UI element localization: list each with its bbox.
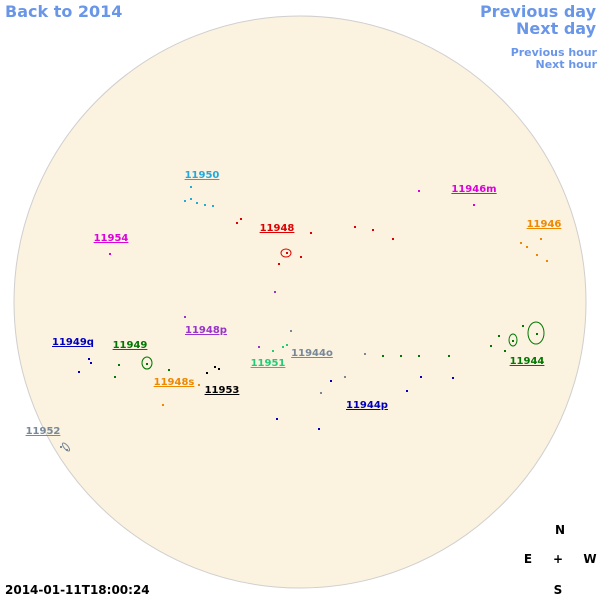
sunspot — [168, 369, 170, 371]
sunspot — [512, 340, 514, 342]
region-label[interactable]: 11948p — [185, 325, 227, 336]
sunspot — [392, 238, 394, 240]
sunspot — [88, 358, 90, 360]
sunspot — [282, 346, 284, 348]
spot-contour — [280, 248, 292, 258]
sunspot — [400, 355, 402, 357]
sunspot — [286, 252, 288, 254]
sunspot — [272, 350, 274, 352]
spot-contour — [527, 321, 545, 345]
sunspot — [204, 204, 206, 206]
sunspot — [240, 218, 242, 220]
sunspot — [320, 392, 322, 394]
sunspot — [290, 330, 292, 332]
region-label[interactable]: 11954 — [94, 233, 129, 244]
sunspot — [184, 316, 186, 318]
sunspot — [546, 260, 548, 262]
sunspot — [473, 204, 475, 206]
region-label[interactable]: 11950 — [185, 170, 220, 181]
spot-contour — [61, 442, 71, 452]
sunspot — [212, 205, 214, 207]
sunspot — [60, 446, 62, 448]
compass-west: W — [583, 552, 596, 566]
compass-north: N — [555, 523, 565, 537]
spot-contour — [508, 333, 518, 347]
sunspot — [536, 333, 538, 335]
sunspot — [504, 350, 506, 352]
sunspot — [522, 325, 524, 327]
sunspot — [526, 246, 528, 248]
region-label[interactable]: 11944 — [510, 356, 545, 367]
sunspot — [364, 353, 366, 355]
sunspot — [90, 362, 92, 364]
timestamp: 2014-01-11T18:00:24 — [5, 583, 150, 597]
sunspot — [196, 202, 198, 204]
sunspot — [330, 380, 332, 382]
sunspot — [310, 232, 312, 234]
region-label[interactable]: 11952 — [26, 426, 61, 437]
sunspot — [498, 335, 500, 337]
sunspot — [418, 190, 420, 192]
sunspot — [190, 186, 192, 188]
sunspot — [520, 242, 522, 244]
sunspot — [540, 238, 542, 240]
sunspot — [300, 256, 302, 258]
sunspot — [452, 377, 454, 379]
sunspot — [78, 371, 80, 373]
sunspot — [490, 345, 492, 347]
sunspot — [406, 390, 408, 392]
sunspot — [118, 364, 120, 366]
sunspot — [258, 346, 260, 348]
sunspot — [536, 254, 538, 256]
sunspot — [214, 366, 216, 368]
sunspot — [109, 253, 111, 255]
sunspot — [382, 355, 384, 357]
sunspot — [66, 449, 68, 451]
compass-south: S — [554, 583, 563, 597]
region-label[interactable]: 11944o — [291, 348, 333, 359]
sunspot — [274, 291, 276, 293]
solar-disk — [13, 15, 587, 589]
region-label[interactable]: 11949q — [52, 337, 94, 348]
sunspot — [286, 344, 288, 346]
sunspot — [418, 355, 420, 357]
region-label[interactable]: 11946 — [527, 219, 562, 230]
sunspot — [354, 226, 356, 228]
back-link[interactable]: Back to 2014 — [5, 2, 122, 21]
next-day-link[interactable]: Next day — [516, 19, 597, 38]
previous-day-link[interactable]: Previous day — [480, 2, 597, 21]
sunspot — [190, 198, 192, 200]
sunspot — [420, 376, 422, 378]
sunspot — [276, 418, 278, 420]
compass-east: E — [524, 552, 532, 566]
region-label[interactable]: 11949 — [113, 340, 148, 351]
sunspot — [236, 222, 238, 224]
sunspot — [206, 372, 208, 374]
sunspot — [162, 404, 164, 406]
region-label[interactable]: 11948 — [260, 223, 295, 234]
spot-contour — [141, 356, 153, 370]
sunspot — [372, 229, 374, 231]
sunspot — [218, 368, 220, 370]
region-label[interactable]: 11953 — [205, 385, 240, 396]
previous-hour-link[interactable]: Previous hour — [511, 46, 598, 59]
region-label[interactable]: 11946m — [451, 184, 496, 195]
sunspot — [448, 355, 450, 357]
region-label[interactable]: 11951 — [251, 358, 286, 369]
sunspot — [344, 376, 346, 378]
region-label[interactable]: 11948s — [154, 377, 195, 388]
sunspot — [318, 428, 320, 430]
sunspot — [184, 200, 186, 202]
sunspot — [278, 263, 280, 265]
sunspot — [198, 384, 200, 386]
sunspot — [114, 376, 116, 378]
compass-center: + — [553, 552, 563, 566]
region-label[interactable]: 11944p — [346, 400, 388, 411]
next-hour-link[interactable]: Next hour — [536, 58, 598, 71]
sunspot — [146, 363, 148, 365]
